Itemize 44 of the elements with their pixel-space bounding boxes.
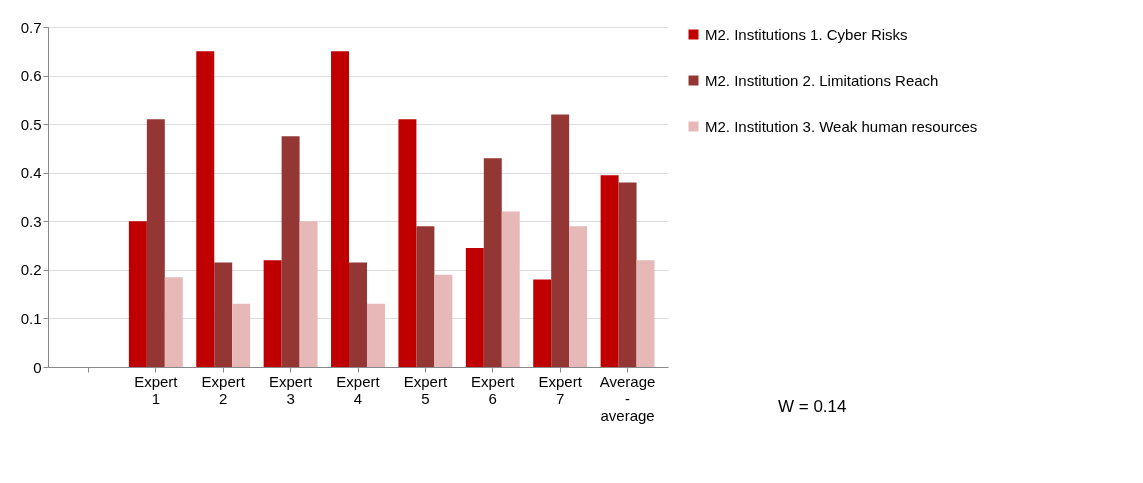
- bar: [128, 221, 147, 367]
- y-tick-label: 0.5: [20, 115, 42, 133]
- x-tick-label: Expert 2: [201, 372, 246, 407]
- x-tick-label: Expert 7: [538, 372, 583, 407]
- bar: [618, 182, 637, 367]
- bar: [196, 51, 215, 367]
- bar: [331, 51, 350, 367]
- x-tick-label: Expert 5: [403, 372, 448, 407]
- bar: [434, 274, 453, 367]
- bar: [398, 119, 417, 367]
- bar: [214, 262, 233, 367]
- bar: [533, 279, 552, 367]
- bar: [349, 262, 367, 367]
- legend-label: M2. Institutions 1. Cyber Risks: [705, 25, 908, 43]
- bar: [366, 303, 385, 367]
- bar: [164, 277, 183, 367]
- bar: [636, 260, 655, 367]
- bar: [483, 158, 502, 367]
- y-tick-label: 0.3: [20, 212, 42, 230]
- y-tick-label: 0.2: [20, 261, 42, 279]
- text: W = 0.14: [778, 397, 847, 416]
- legend-label: M2. Institution 3. Weak human resources: [705, 117, 978, 135]
- bar: [299, 221, 318, 367]
- legend-label: M2. Institution 2. Limitations Reach: [705, 71, 939, 89]
- x-tick-label: Average - average: [599, 372, 656, 424]
- bar: [551, 114, 570, 367]
- bar: [146, 119, 165, 367]
- x-tick-label: Expert 1: [134, 372, 179, 407]
- bar: [232, 303, 251, 367]
- bar: [569, 226, 588, 367]
- y-tick-label: 0.1: [20, 309, 42, 327]
- bar: [263, 260, 282, 367]
- bar: [281, 136, 300, 367]
- x-tick-label: Expert 3: [268, 372, 314, 407]
- x-tick-label: Expert 6: [471, 372, 516, 407]
- y-tick-label: 0.4: [20, 164, 42, 182]
- y-tick-label: 0: [33, 358, 42, 376]
- bar: [465, 248, 484, 367]
- y-tick-label: 0.6: [20, 67, 42, 85]
- bar: [600, 175, 619, 367]
- bar: [416, 226, 435, 367]
- bar: [501, 211, 520, 367]
- y-tick-label: 0.7: [20, 18, 42, 36]
- x-tick-label: Expert 4: [336, 372, 381, 407]
